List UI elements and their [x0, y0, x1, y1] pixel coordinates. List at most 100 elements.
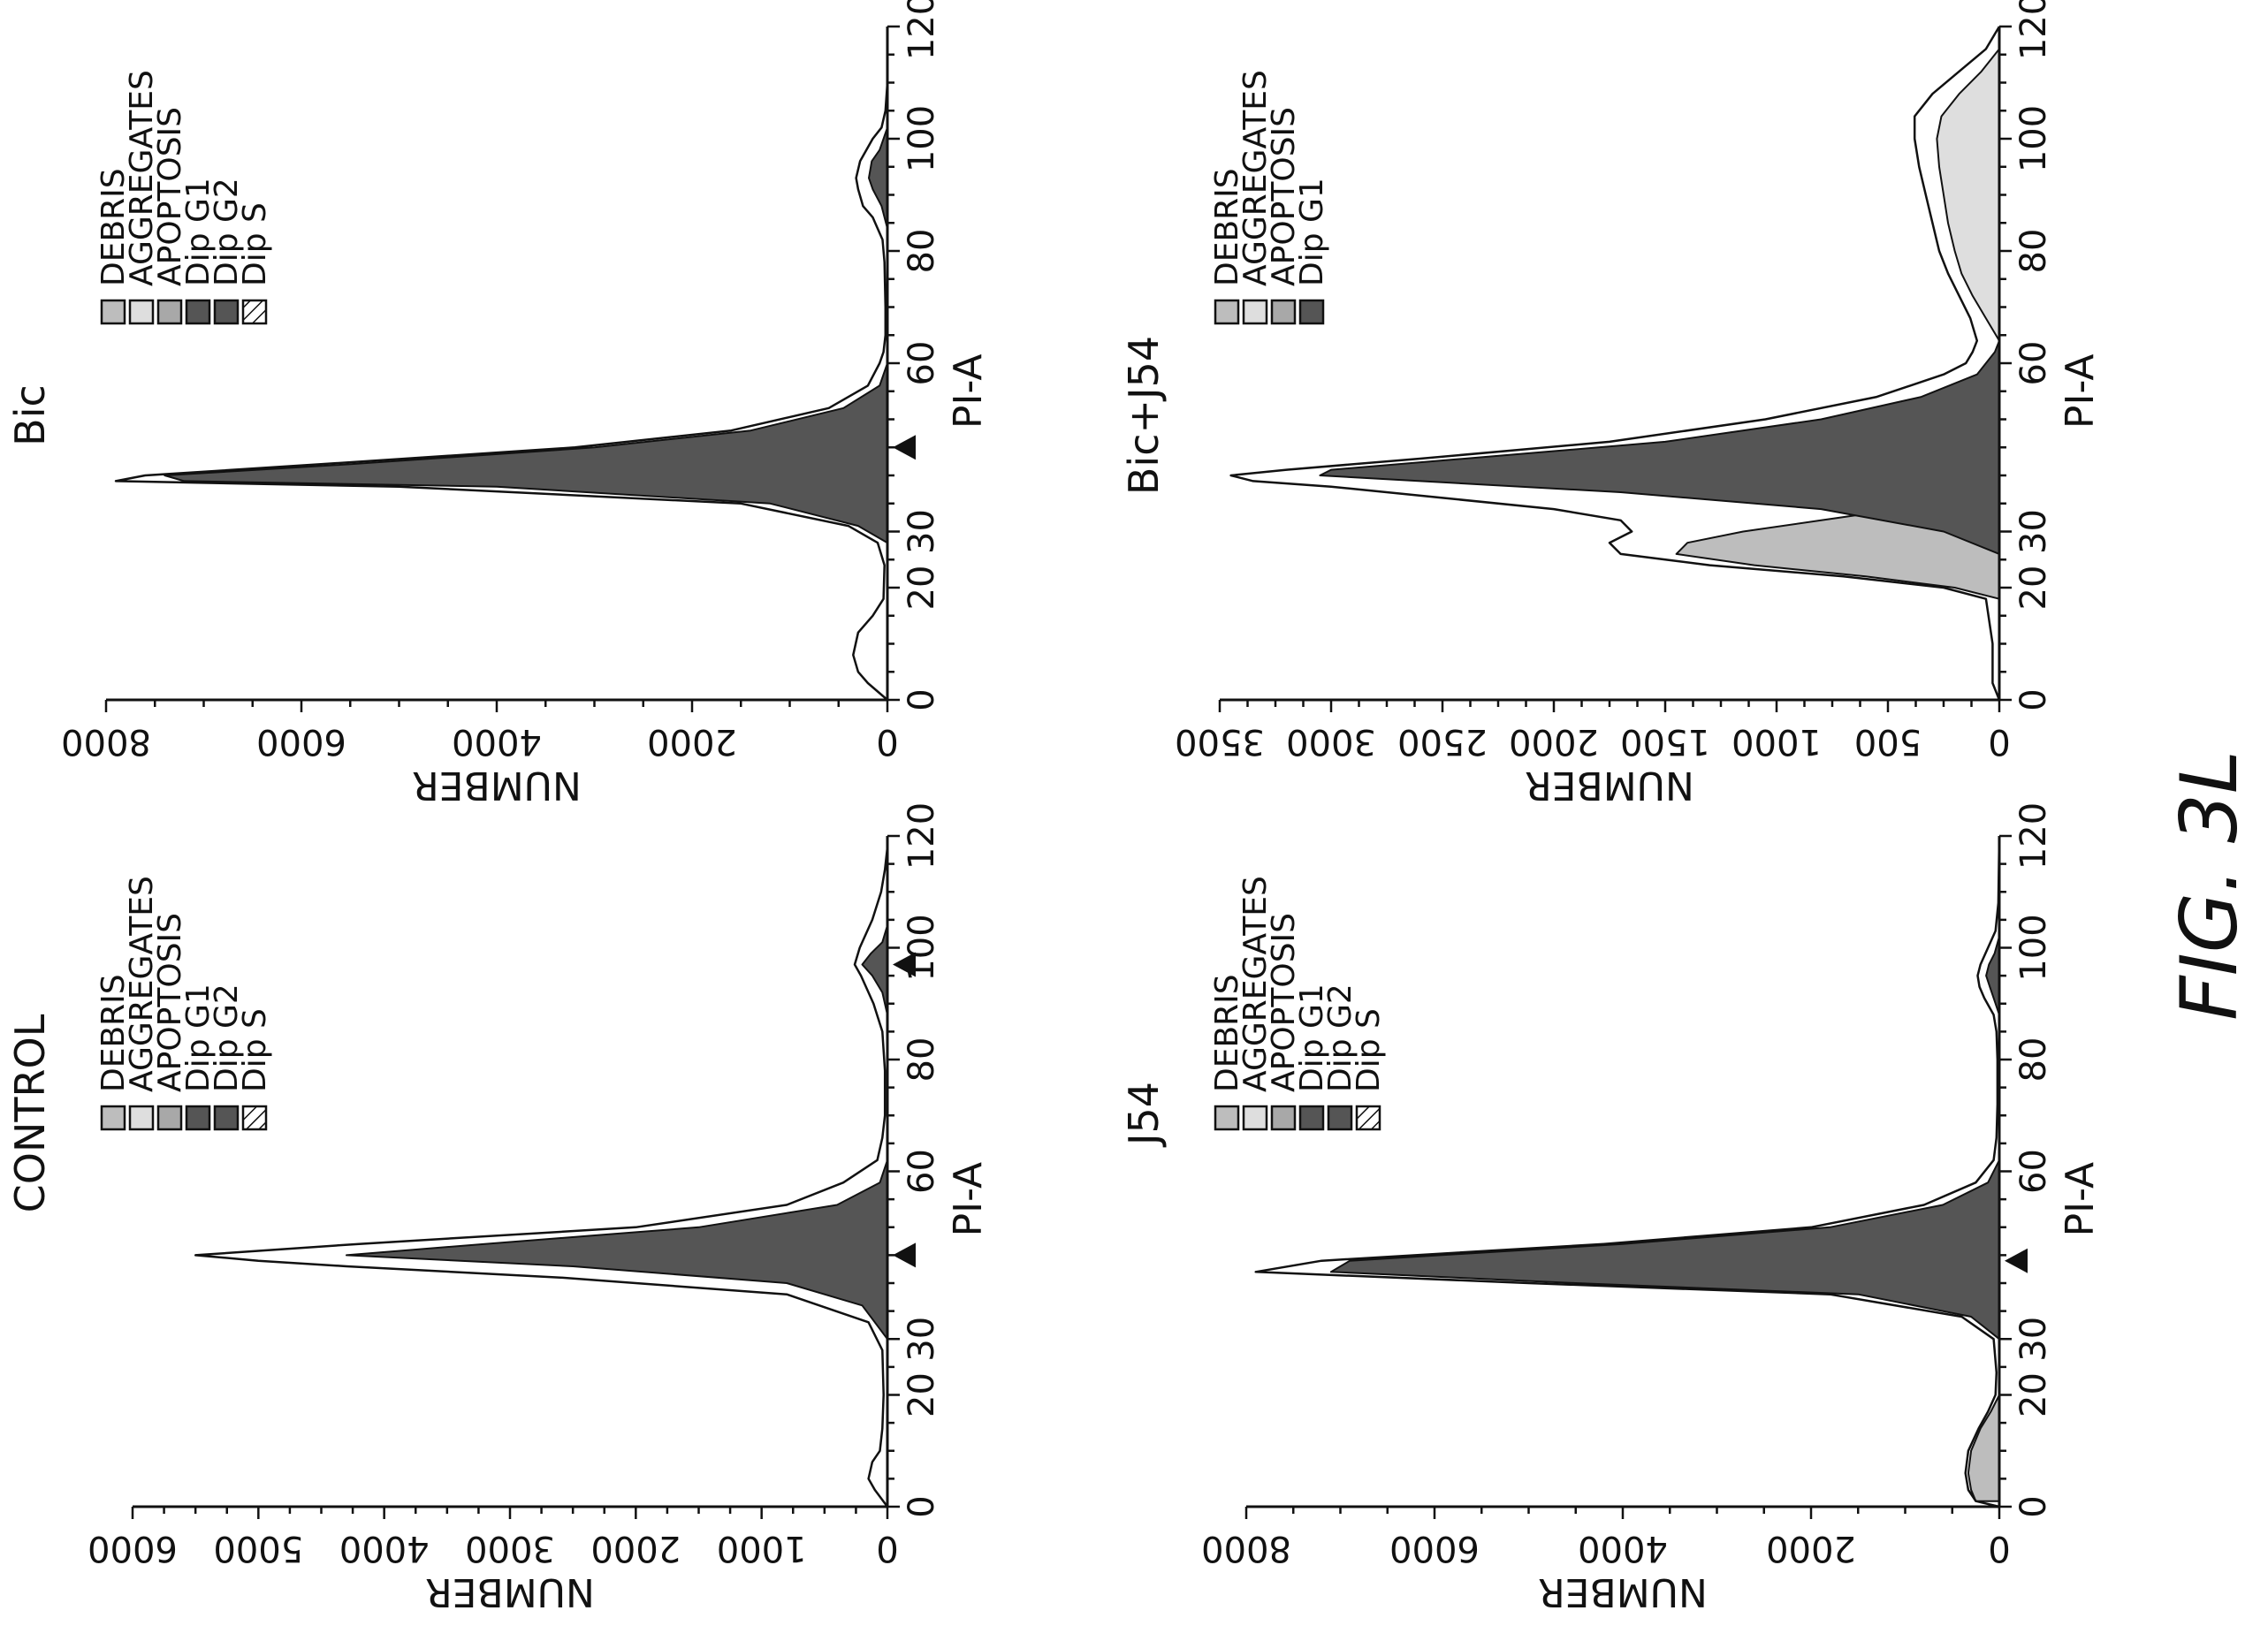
legend-label-debris: DEBRIS: [95, 974, 132, 1092]
series-aggregates-2: [1936, 48, 2000, 342]
legend-label-dip-s: Dip S: [1351, 1008, 1387, 1092]
series-dip-g1-0: [164, 362, 888, 544]
y-tick-label: 6000: [256, 721, 346, 762]
x-tick-label: 0: [902, 688, 942, 710]
x-tick-label: 80: [2013, 229, 2054, 274]
legend-label-debris: DEBRIS: [1209, 168, 1245, 286]
x-tick-label: 80: [902, 229, 942, 274]
y-tick-label: 4000: [452, 721, 542, 762]
x-tick-label: 120: [902, 802, 942, 870]
x-tick-label: 0: [2013, 688, 2054, 710]
legend-swatch-aggregates: [128, 1105, 155, 1131]
x-tick-label: 120: [2013, 0, 2054, 60]
y-axis-title: NUMBER: [425, 1569, 595, 1614]
chart-panel-bic: 0 20 30 60 80 100 120 0 2000 4000 6000 8000 PI-A NUMB…: [6, 0, 991, 808]
chart-panels: 0203060801001200100020003000400050006000…: [6, 0, 2103, 1614]
series-dip-g1-0: [346, 1159, 888, 1341]
x-tick-label: 100: [2013, 914, 2054, 981]
legend-swatch-aggregates: [128, 299, 155, 325]
y-tick-label: 8000: [1201, 1528, 1291, 1569]
y-tick-label: 0: [876, 1528, 898, 1569]
series-dip-g1-1: [1319, 339, 2000, 555]
x-tick-label: 80: [902, 1037, 942, 1083]
series-dip-g1-1: [1329, 1159, 2000, 1341]
x-axis-title: PI-A: [946, 1162, 991, 1237]
chart-panel-control: 0203060801001200100020003000400050006000…: [6, 802, 991, 1614]
legend-swatch-dip-s: [241, 1105, 268, 1131]
x-tick-label: 30: [902, 509, 942, 554]
legend-label-dip-g1: Dip G1: [1294, 178, 1330, 286]
series-debris-0: [1967, 1394, 2000, 1502]
legend-swatch-apoptosis: [1270, 299, 1297, 325]
x-tick-label: 30: [2013, 509, 2054, 554]
y-tick-label: 2000: [647, 721, 737, 762]
x-tick-label: 20: [2013, 566, 2054, 611]
legend-label-dip-g1: Dip G1: [1294, 984, 1330, 1092]
y-tick-label: 3000: [465, 1528, 555, 1569]
legend-swatch-dip-s: [241, 299, 268, 325]
y-axis-title: NUMBER: [412, 763, 582, 808]
legend-swatch-debris: [1214, 1105, 1240, 1131]
y-tick-label: 3000: [1286, 721, 1376, 762]
x-tick-label: 60: [2013, 341, 2054, 386]
y-tick-label: 0: [876, 721, 898, 762]
series-total-3: [1254, 835, 2001, 1508]
legend-swatch-apoptosis: [156, 299, 183, 325]
legend-label-dip-g2: Dip G2: [209, 984, 245, 1092]
legend-label-apoptosis: APOPTOSIS: [1266, 107, 1302, 286]
legend-swatch-dip-g1: [185, 299, 211, 325]
y-tick-label: 2000: [1509, 721, 1599, 762]
x-tick-label: 100: [2013, 105, 2054, 172]
peak-marker: [2005, 1248, 2028, 1273]
y-tick-label: 500: [1854, 721, 1922, 762]
legend-swatch-apoptosis: [156, 1105, 183, 1131]
y-tick-label: 6000: [1389, 1528, 1480, 1569]
legend-swatch-aggregates: [1242, 299, 1268, 325]
x-axis-title: PI-A: [946, 354, 991, 429]
legend-swatch-dip-g1: [185, 1105, 211, 1131]
legend-label-aggregates: AGGREGATES: [124, 70, 160, 286]
legend-swatch-dip-g2: [213, 1105, 240, 1131]
y-tick-label: 2000: [590, 1528, 681, 1569]
y-tick-label: 1500: [1620, 721, 1710, 762]
y-axis-title: NUMBER: [1538, 1569, 1708, 1614]
panel-title: J54: [1120, 1082, 1168, 1148]
y-tick-label: 4000: [1578, 1528, 1668, 1569]
peak-marker: [893, 952, 916, 977]
y-tick-label: 2500: [1397, 721, 1488, 762]
x-tick-label: 30: [902, 1317, 942, 1362]
legend-label-aggregates: AGGREGATES: [1237, 70, 1274, 286]
y-tick-label: 0: [1988, 721, 2010, 762]
legend-label-dip-s: Dip S: [237, 202, 273, 286]
legend-label-dip-g1: Dip G1: [180, 178, 217, 286]
legend-swatch-apoptosis: [1270, 1105, 1297, 1131]
y-tick-label: 1000: [1731, 721, 1822, 762]
legend-swatch-debris: [100, 299, 126, 325]
y-tick-label: 8000: [61, 721, 151, 762]
panel-title: CONTROL: [6, 1014, 54, 1212]
panel-title: Bic: [6, 384, 54, 446]
x-tick-label: 120: [902, 0, 942, 60]
legend-label-debris: DEBRIS: [1209, 974, 1245, 1092]
y-tick-label: 3500: [1175, 721, 1265, 762]
x-tick-label: 120: [2013, 802, 2054, 870]
chart-panel-bic-j54: 0 20 30 60 80 100 120 0 500 1000 1500 2000 2500 3000 3…: [1120, 0, 2103, 808]
x-tick-label: 20: [2013, 1372, 2054, 1417]
legend-label-dip-g2: Dip G2: [1322, 984, 1359, 1092]
peak-marker: [893, 1242, 916, 1268]
y-tick-label: 1000: [717, 1528, 807, 1569]
x-tick-label: 60: [902, 1149, 942, 1194]
legend-label-debris: DEBRIS: [95, 168, 132, 286]
x-axis-title: PI-A: [2058, 354, 2103, 429]
y-tick-label: 0: [1988, 1528, 2010, 1569]
legend-swatch-aggregates: [1242, 1105, 1268, 1131]
x-tick-label: 60: [2013, 1149, 2054, 1194]
legend-swatch-dip-g2: [1327, 1105, 1353, 1131]
y-tick-label: 2000: [1766, 1528, 1856, 1569]
legend-swatch-dip-s: [1355, 1105, 1381, 1131]
